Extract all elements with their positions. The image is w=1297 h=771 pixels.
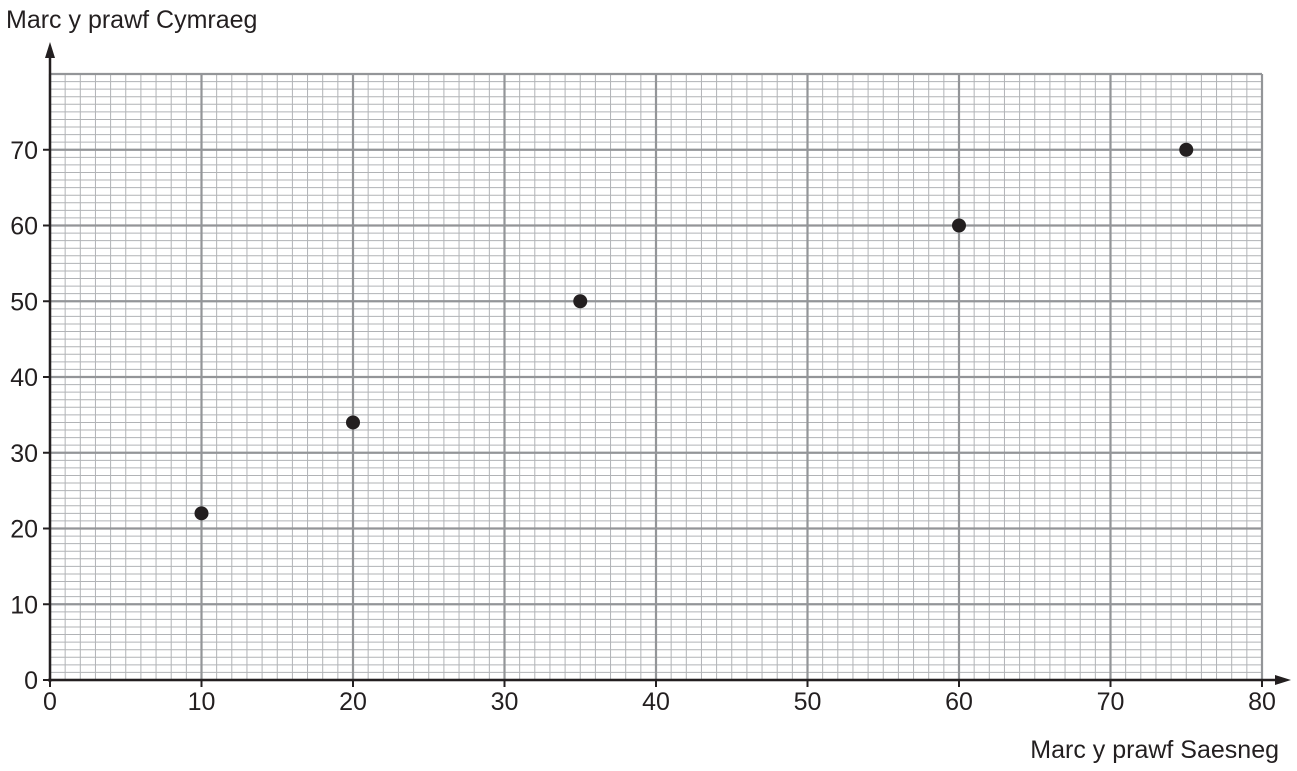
data-point [573, 294, 588, 309]
x-axis-arrow [1275, 675, 1291, 685]
y-tick-label: 70 [10, 137, 38, 165]
x-tick-label: 0 [43, 688, 57, 716]
data-point [1179, 142, 1194, 157]
y-tick-label: 60 [10, 213, 38, 241]
x-tick-labels: 0 10 20 30 40 50 60 70 80 [43, 680, 1276, 716]
y-tick-labels: 0 10 20 30 40 50 60 70 [10, 137, 50, 695]
y-tick-label: 50 [10, 288, 38, 316]
x-tick-label: 40 [642, 688, 670, 716]
x-tick-label: 50 [794, 688, 822, 716]
x-tick-label: 60 [945, 688, 973, 716]
x-tick-label: 10 [188, 688, 216, 716]
data-point [346, 415, 360, 430]
x-tick-label: 80 [1248, 688, 1276, 716]
y-axis-arrow [45, 42, 55, 58]
x-axis-title: Marc y prawf Saesneg [1030, 736, 1279, 764]
x-tick-label: 20 [339, 688, 367, 716]
data-point [194, 506, 209, 521]
x-tick-label: 70 [1097, 688, 1125, 716]
data-points [194, 142, 1194, 521]
axes [45, 42, 1291, 685]
y-tick-label: 40 [10, 364, 38, 392]
data-point [952, 218, 966, 233]
y-tick-label: 0 [24, 667, 38, 695]
x-tick-label: 30 [491, 688, 519, 716]
y-tick-label: 30 [10, 440, 38, 468]
y-axis-title: Marc y prawf Cymraeg [6, 6, 257, 34]
y-tick-label: 20 [10, 516, 38, 544]
y-tick-label: 10 [10, 591, 38, 619]
